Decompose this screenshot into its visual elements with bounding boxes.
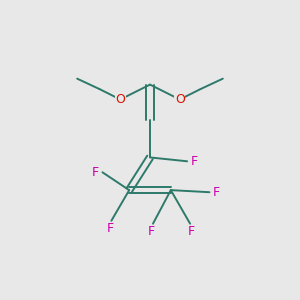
Text: F: F xyxy=(213,186,220,199)
Text: F: F xyxy=(106,222,113,235)
Text: O: O xyxy=(115,93,125,106)
Text: F: F xyxy=(188,225,195,238)
Text: F: F xyxy=(92,166,99,179)
Text: F: F xyxy=(191,155,198,168)
Text: F: F xyxy=(148,225,155,238)
Text: O: O xyxy=(175,93,185,106)
